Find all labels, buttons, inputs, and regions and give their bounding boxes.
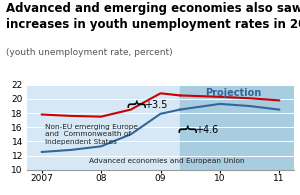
Text: +3.5: +3.5	[145, 100, 168, 110]
Text: (youth unemployment rate, percent): (youth unemployment rate, percent)	[6, 48, 172, 57]
Text: +4.6: +4.6	[195, 125, 218, 135]
Text: Advanced economies and European Union: Advanced economies and European Union	[89, 158, 245, 164]
Bar	[27, 85, 180, 170]
Text: Projection: Projection	[205, 88, 261, 98]
Text: {: {	[124, 99, 143, 111]
Text: Non-EU emerging Europe
and  Commonwealth of
Independent States: Non-EU emerging Europe and Commonwealth …	[45, 124, 138, 145]
Bar	[180, 85, 294, 170]
Text: {: {	[175, 124, 194, 136]
Text: Advanced and emerging economies also saw record
increases in youth unemployment : Advanced and emerging economies also saw…	[6, 2, 300, 31]
